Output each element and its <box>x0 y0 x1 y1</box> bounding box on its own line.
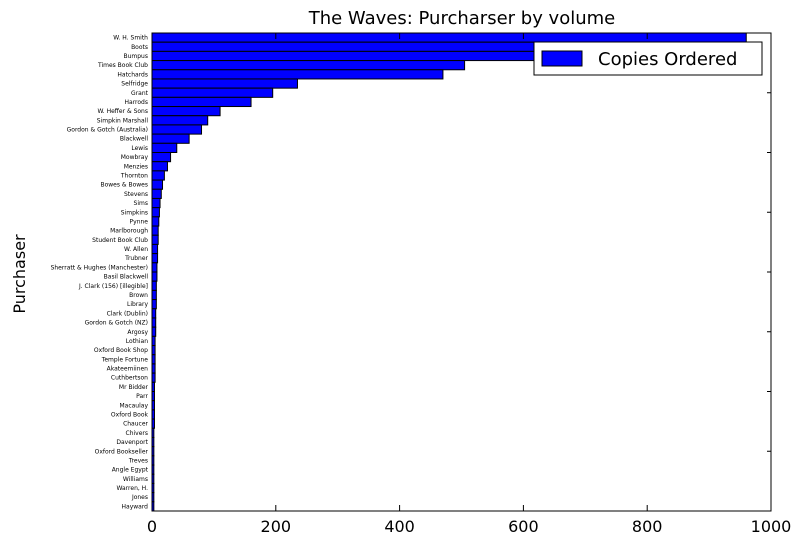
bar <box>151 170 165 181</box>
bar <box>151 188 162 199</box>
y-tick-label: Warren, H. <box>116 485 148 492</box>
y-tick-label: Harrods <box>125 99 149 106</box>
bar <box>151 197 161 209</box>
y-tick-label: Bowes & Bowes <box>100 182 148 189</box>
bar <box>151 161 168 172</box>
bar <box>151 262 158 273</box>
x-tick-label: 800 <box>632 517 663 536</box>
y-tick-label: Simpkin Marshall <box>97 117 149 124</box>
y-tick-label: Trubner <box>124 255 148 262</box>
x-tick-label: 1000 <box>751 517 792 536</box>
bar <box>151 124 203 135</box>
bar <box>151 317 157 328</box>
bar <box>151 326 157 337</box>
y-tick-label: Boots <box>131 44 148 51</box>
x-tick-label: 200 <box>261 517 292 536</box>
bar <box>151 225 159 236</box>
y-tick-label: Chivers <box>126 430 149 437</box>
y-tick-label: Hayward <box>122 503 149 510</box>
y-tick-label: Marlborough <box>110 228 148 235</box>
y-tick-label: Selfridge <box>121 81 148 88</box>
bars-layer <box>151 32 747 512</box>
bar <box>151 69 444 80</box>
bar <box>151 299 157 310</box>
y-tick-label: Parr <box>136 393 148 400</box>
bar <box>151 234 159 245</box>
bar <box>151 253 159 264</box>
y-tick-label: W. Heffer & Sons <box>98 108 148 115</box>
y-tick-label: W. H. Smith <box>113 35 148 42</box>
bar <box>151 179 164 190</box>
bar <box>151 271 158 282</box>
y-tick-label: Sims <box>134 200 148 207</box>
bar <box>151 207 160 218</box>
y-tick-label: Oxford Bookseller <box>95 448 149 455</box>
chart-title: The Waves: Purcharser by volume <box>308 8 616 29</box>
y-tick-label: Gordon & Gotch (NZ) <box>85 320 148 327</box>
bar <box>151 308 157 319</box>
y-tick-label: Clark (Dublin) <box>107 310 148 317</box>
bar <box>151 216 160 227</box>
y-tick-label: Temple Fortune <box>101 356 149 363</box>
y-tick-label: Cuthbertson <box>111 375 148 382</box>
y-tick-label: Simpkins <box>121 209 148 216</box>
y-tick-label: Bumpus <box>123 53 148 60</box>
y-tick-label: Student Book Club <box>92 237 148 244</box>
y-tick-label: Argosy <box>127 329 148 336</box>
y-tick-label: Jones <box>131 494 148 501</box>
y-tick-label: Sherratt & Hughes (Manchester) <box>51 264 148 271</box>
y-tick-label: Chaucer <box>123 421 148 428</box>
bar <box>151 289 157 301</box>
y-tick-label: Times Book Club <box>97 62 148 69</box>
bar <box>151 106 221 117</box>
legend-label: Copies Ordered <box>598 49 737 70</box>
bar <box>151 142 178 154</box>
bar <box>151 280 157 291</box>
y-tick-label: Williams <box>123 476 148 483</box>
y-tick-label: Lothian <box>126 338 148 345</box>
bar <box>151 78 298 89</box>
bar <box>151 96 252 108</box>
bar <box>151 243 159 255</box>
y-tick-label: Blackwell <box>120 136 148 143</box>
x-tick-label: 0 <box>147 517 157 536</box>
y-tick-label: Hatchards <box>117 71 148 78</box>
bar <box>151 152 172 163</box>
x-tick-label: 600 <box>508 517 539 536</box>
bar <box>151 115 209 126</box>
y-tick-label: Angle Egypt <box>112 467 149 474</box>
y-tick-label: Lewis <box>131 145 148 152</box>
y-tick-label: Menzies <box>124 163 148 170</box>
y-tick-label: Brown <box>129 292 148 299</box>
bar <box>151 133 190 144</box>
y-tick-label: Grant <box>131 90 149 97</box>
y-tick-label: Library <box>127 301 148 308</box>
bar <box>151 87 274 98</box>
y-tick-label: Mr Bidder <box>119 384 149 391</box>
x-ticks: 0 200 400 600 800 1000 <box>147 32 792 536</box>
y-tick-label: Akateemiinen <box>107 366 149 373</box>
y-tick-label: Oxford Book Shop <box>94 347 148 354</box>
y-tick-label: Oxford Book <box>111 411 149 418</box>
y-tick-labels: W. H. Smith Boots Bumpus Times Book Club Hat… <box>51 35 149 511</box>
y-tick-label: Treves <box>128 457 148 464</box>
y-tick-label: J. Clark (156) [illegible] <box>78 283 148 290</box>
y-tick-label: Gordon & Gotch (Australia) <box>67 127 148 134</box>
y-tick-label: Davenport <box>116 439 148 446</box>
bar <box>151 60 466 71</box>
y-tick-label: Stevens <box>124 191 148 198</box>
legend: Copies Ordered <box>533 41 763 76</box>
legend-swatch <box>541 50 583 67</box>
y-axis-label: Purchaser <box>10 234 29 314</box>
y-tick-label: Pynne <box>130 218 149 225</box>
x-tick-label: 400 <box>384 517 415 536</box>
y-tick-label: Macaulay <box>119 402 148 409</box>
y-tick-label: W. Allen <box>124 246 148 253</box>
y-tick-label: Basil Blackwell <box>104 274 149 281</box>
bar <box>151 32 747 43</box>
y-tick-label: Mowbray <box>121 154 149 161</box>
y-tick-label: Thornton <box>120 172 148 179</box>
